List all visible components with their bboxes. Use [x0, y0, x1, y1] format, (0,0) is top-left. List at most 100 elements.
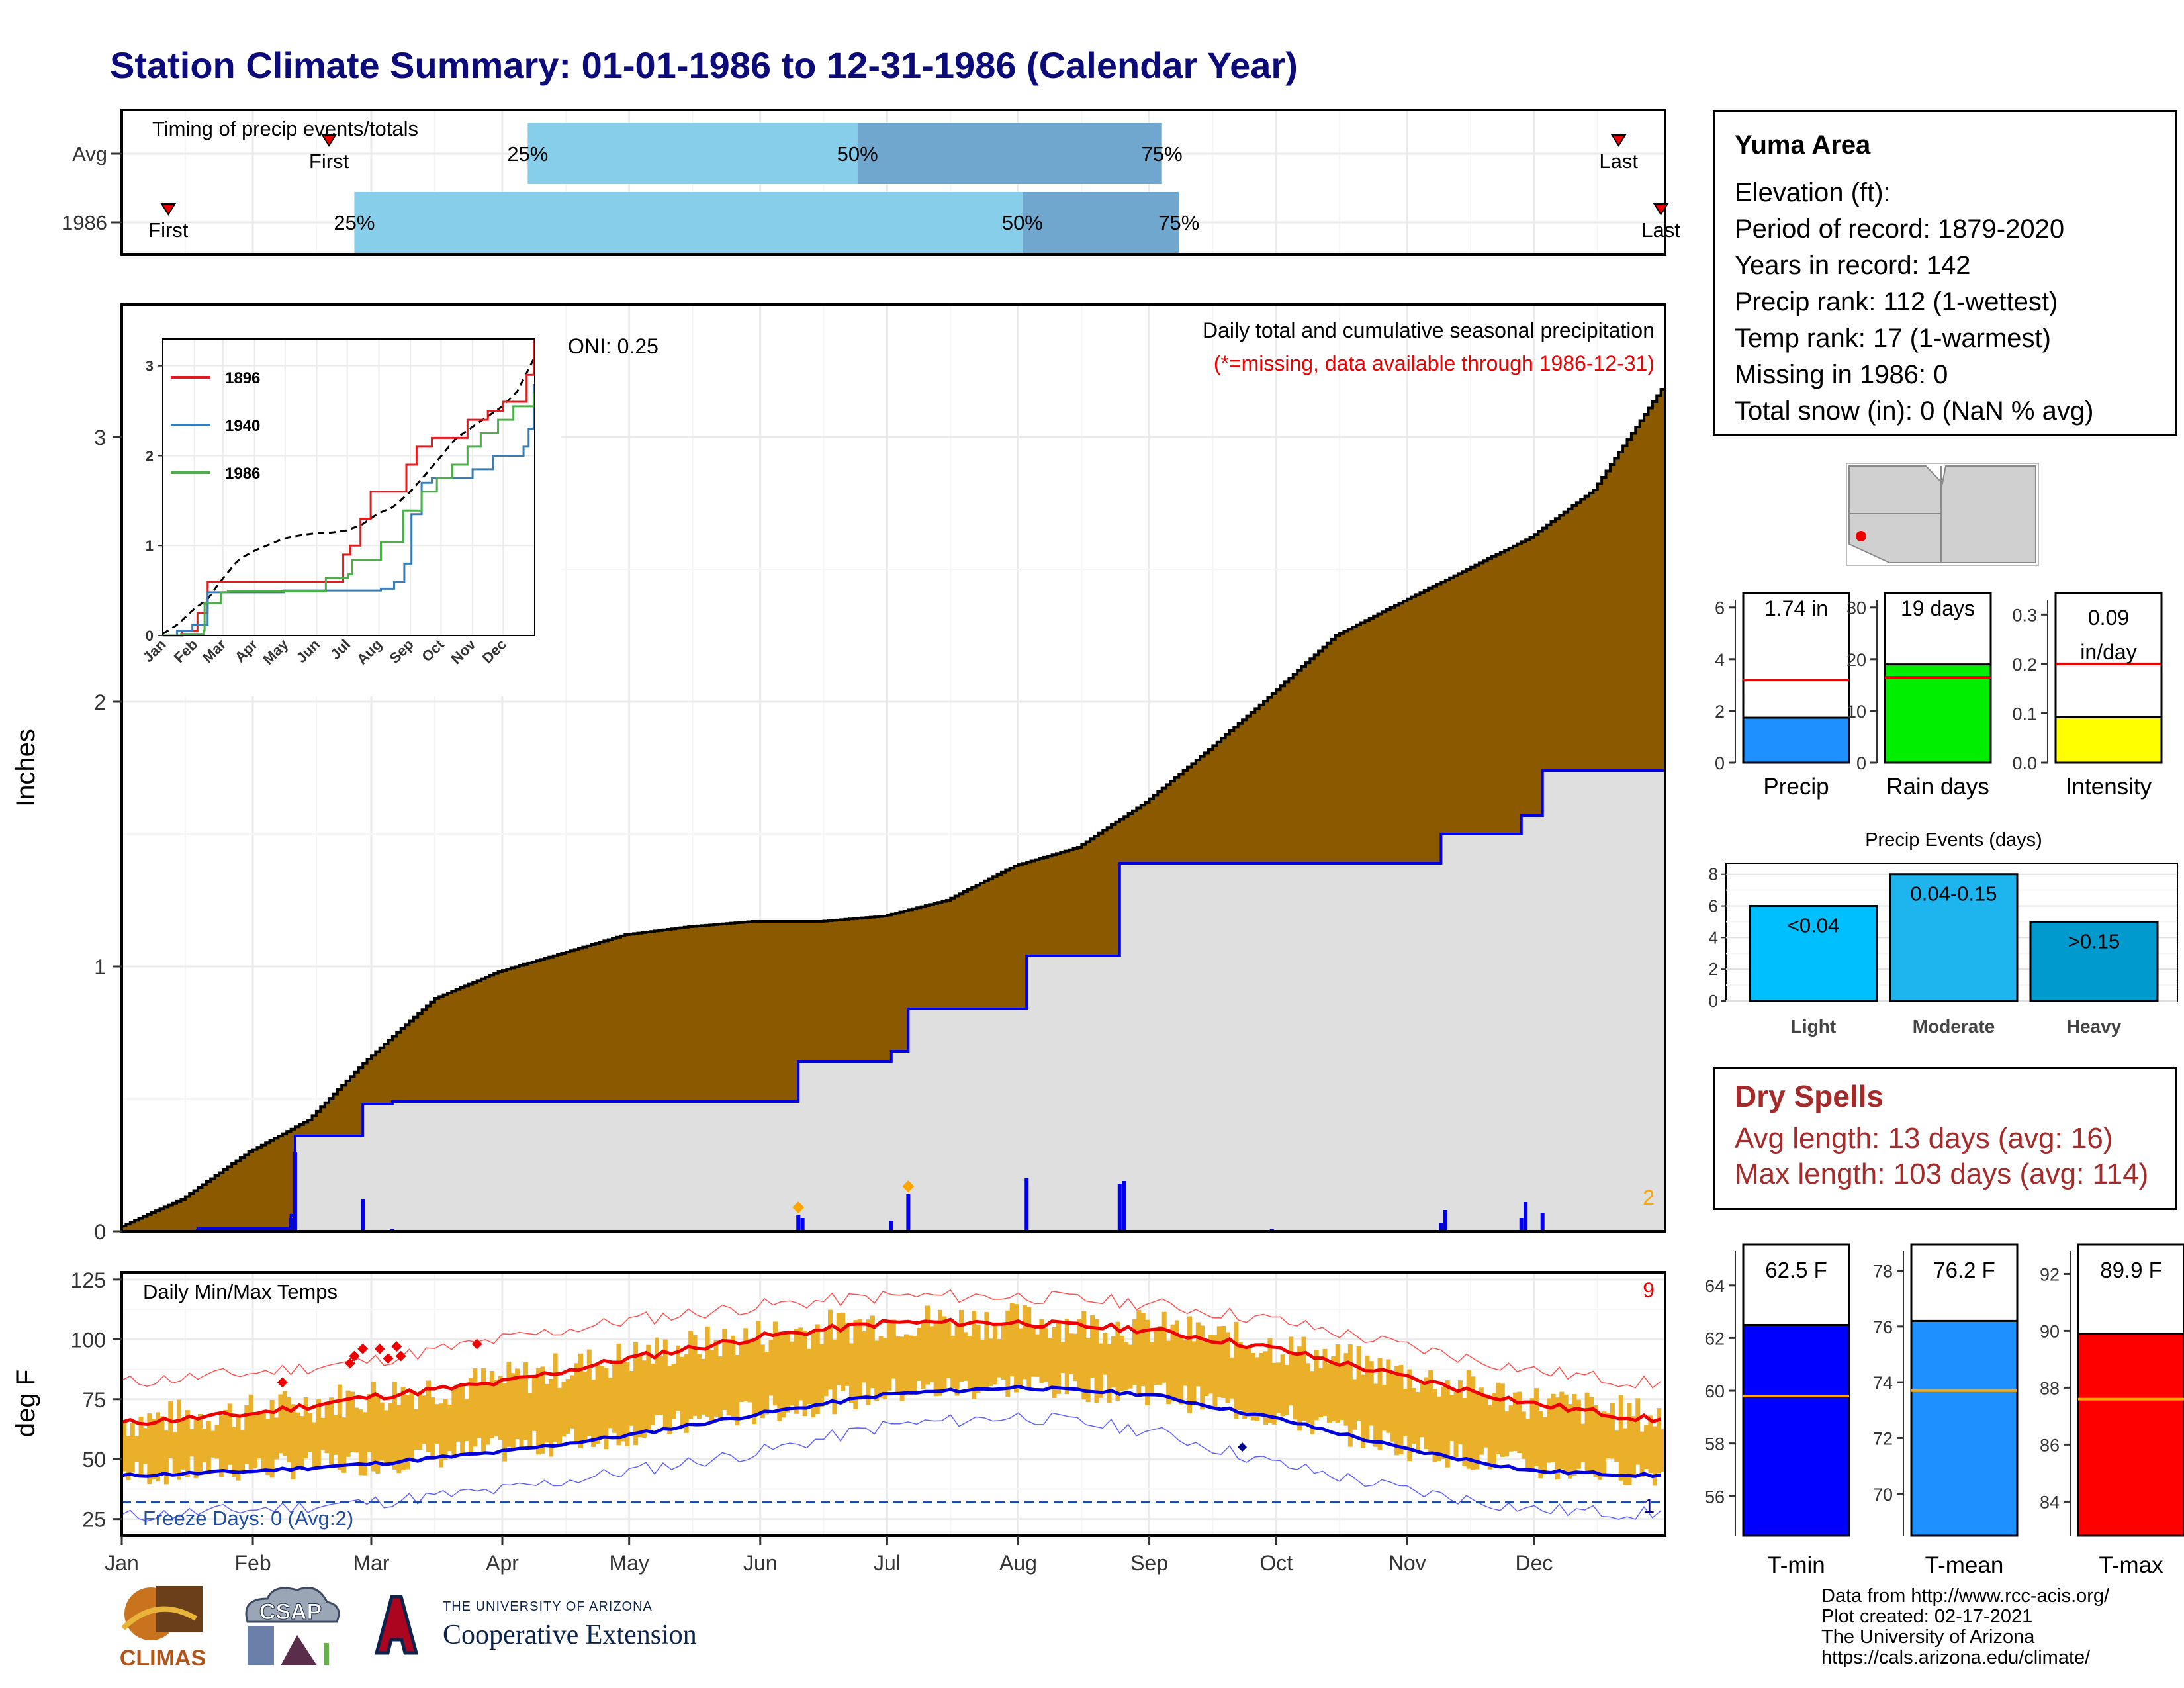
last-label: Last: [1641, 218, 1680, 242]
temp-day-bar: [903, 1334, 909, 1396]
temp-day-bar: [515, 1368, 520, 1440]
temp-day-bar: [680, 1356, 685, 1429]
dry-max-length: Max length: 103 days (avg: 114): [1735, 1158, 2149, 1190]
temp-day-bar: [494, 1380, 499, 1436]
temp-day-bar: [358, 1409, 363, 1476]
temp-day-bar: [1627, 1403, 1632, 1485]
temp-day-bar: [1347, 1344, 1353, 1447]
temp-day-bar: [988, 1338, 993, 1386]
precip-bar-11: [1122, 1181, 1126, 1231]
temp-day-bar: [536, 1368, 541, 1455]
temp-day-bar: [1060, 1342, 1066, 1374]
events-ytick-label: 0: [1709, 991, 1718, 1011]
temp-day-bar: [1073, 1333, 1078, 1382]
temp-day-bar: [464, 1399, 469, 1441]
temp-day-bar: [1390, 1373, 1395, 1442]
temp-day-bar: [1204, 1342, 1209, 1397]
temp-day-bar: [735, 1355, 740, 1425]
precip-ytick-label: 1: [94, 955, 106, 979]
temp-day-bar: [329, 1397, 334, 1465]
temp-day-bar: [717, 1356, 723, 1421]
temp-day-bar: [1500, 1383, 1505, 1457]
temp-day-bar: [608, 1377, 613, 1429]
temp-day-bar: [760, 1344, 765, 1419]
temp-day-bar: [1124, 1342, 1129, 1391]
temp-day-bar: [612, 1361, 617, 1433]
temp-day-bar: [1479, 1387, 1484, 1455]
temp-day-bar: [1529, 1398, 1535, 1472]
temp-day-bar: [1568, 1404, 1573, 1479]
climas-wordmark: CLIMAS: [120, 1646, 206, 1671]
temp-ytick-label: 75: [82, 1388, 106, 1412]
summary-label: Rain days: [1886, 774, 1989, 800]
temp-day-bar: [210, 1430, 216, 1458]
temp-day-bar: [1132, 1319, 1137, 1385]
summary-ytick-label: 0.2: [2012, 655, 2037, 675]
temp-day-bar: [925, 1305, 930, 1385]
map-region: [1848, 465, 2036, 563]
temp-summary-ytick-label: 72: [1873, 1429, 1893, 1448]
temp-day-bar: [1525, 1418, 1531, 1472]
temp-day-bar: [363, 1412, 368, 1476]
temp-day-bar: [705, 1326, 710, 1417]
temp-day-bar: [1466, 1370, 1471, 1469]
temp-day-bar: [891, 1319, 896, 1379]
temp-day-bar: [908, 1335, 913, 1395]
temp-day-bar: [1056, 1322, 1061, 1394]
temp-day-bar: [1259, 1353, 1264, 1413]
record-high-marker: [471, 1338, 482, 1350]
temp-day-bar: [218, 1415, 224, 1477]
first-label: First: [148, 218, 189, 242]
temp-day-bar: [248, 1394, 253, 1474]
record-min-line: [121, 1412, 1662, 1522]
temp-day-bar: [1242, 1346, 1248, 1419]
temp-day-bar: [659, 1356, 664, 1415]
precip-bar-5: [796, 1215, 801, 1231]
temp-day-bar: [540, 1366, 545, 1454]
temp-day-bar: [1492, 1393, 1497, 1464]
temp-day-bar: [1631, 1416, 1636, 1478]
temp-day-bar: [422, 1395, 427, 1444]
temp-day-bar: [142, 1428, 148, 1464]
credit-url: https://cals.arizona.edu/climate/: [1821, 1647, 2091, 1668]
temp-summary-value-text: 76.2 F: [1933, 1258, 1995, 1282]
info-period: Period of record: 1879-2020: [1735, 214, 2065, 244]
events-range-moderate: 0.04-0.15: [1911, 882, 1997, 906]
temp-day-bar: [1360, 1374, 1365, 1448]
summary-value-text: 1.74 in: [1764, 596, 1828, 620]
temp-day-bar: [1103, 1333, 1108, 1375]
temp-day-bar: [324, 1403, 330, 1454]
temp-day-bar: [1263, 1351, 1269, 1425]
temp-day-bar: [823, 1330, 829, 1397]
temp-day-bar: [1661, 1429, 1666, 1472]
temp-day-bar: [1255, 1357, 1260, 1421]
events-ytick-label: 6: [1709, 896, 1718, 916]
info-snow: Total snow (in): 0 (NaN % avg): [1735, 397, 2094, 426]
temp-day-bar: [870, 1315, 875, 1389]
temp-day-bar: [1166, 1340, 1171, 1405]
logo-strip: CLIMAS CSAP THE UNIVERSITY OF ARIZONA Co…: [110, 1582, 739, 1681]
temp-day-bar: [447, 1404, 452, 1452]
temp-day-bar: [1212, 1335, 1218, 1410]
temp-day-bar: [802, 1331, 807, 1417]
temp-day-bar: [1026, 1307, 1032, 1387]
temp-day-bar: [1179, 1336, 1184, 1405]
temp-day-bar: [1225, 1332, 1230, 1403]
temp-day-bar: [498, 1376, 503, 1440]
temp-day-bar: [684, 1354, 689, 1433]
temp-day-bar: [418, 1391, 423, 1450]
temp-day-bar: [544, 1383, 549, 1443]
temp-day-bar: [1081, 1311, 1087, 1400]
temp-day-bar: [1445, 1380, 1450, 1468]
temp-day-bar: [1136, 1309, 1142, 1397]
precip-marker-1: [902, 1180, 915, 1192]
temp-day-bar: [1559, 1391, 1565, 1470]
temp-day-bar: [1618, 1395, 1623, 1481]
temp-day-bar: [772, 1321, 778, 1406]
temp-day-bar: [341, 1417, 347, 1473]
summary-bar-intensity: 0.0 0.1 0.2 0.3 0.09 in/day Intensity: [2012, 592, 2163, 800]
map-borders: [1849, 466, 1942, 563]
temp-day-bar: [786, 1333, 791, 1413]
temp-day-bar: [274, 1417, 279, 1460]
temp-day-bar: [1381, 1384, 1387, 1431]
